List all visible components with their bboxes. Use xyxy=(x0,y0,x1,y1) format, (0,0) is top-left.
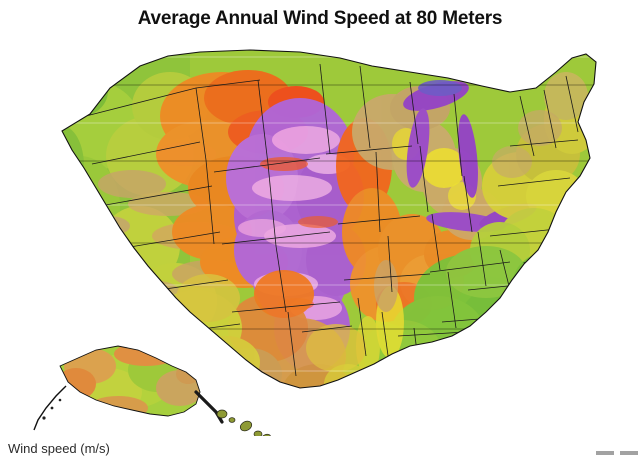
conus-outline xyxy=(61,49,597,389)
alaska-inset[interactable] xyxy=(33,336,230,436)
legend-swatch-2 xyxy=(620,451,638,455)
map-canvas xyxy=(0,36,640,436)
page-title: Average Annual Wind Speed at 80 Meters xyxy=(137,8,503,29)
legend-colorbar xyxy=(596,451,640,463)
hawaii-inset[interactable] xyxy=(216,409,292,436)
legend-swatch-1 xyxy=(596,451,614,455)
united-states-wind-map[interactable] xyxy=(0,36,640,436)
legend-label: Wind speed (m/s) xyxy=(8,441,110,456)
legend: Wind speed (m/s) xyxy=(8,441,640,463)
